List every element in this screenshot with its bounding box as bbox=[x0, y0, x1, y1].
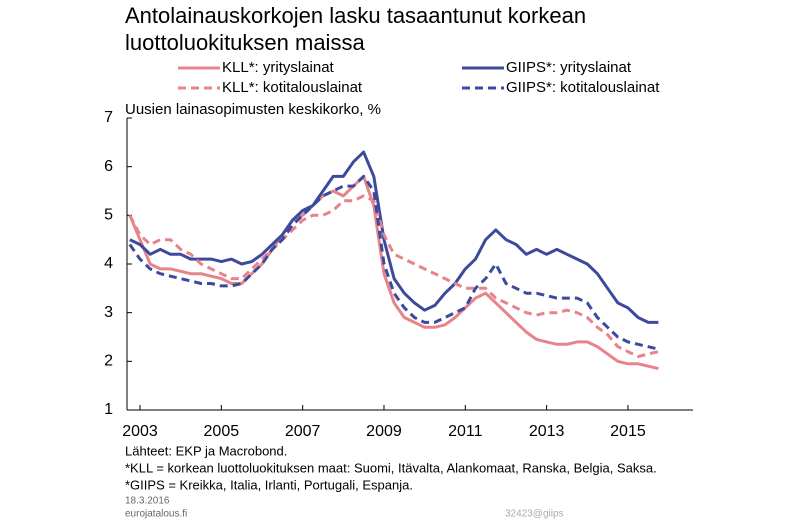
series-line bbox=[129, 150, 659, 324]
note: *KLL = korkean luottoluokituksen maat: S… bbox=[125, 460, 657, 475]
y-axis-label: Uusien lainasopimusten keskikorko, % bbox=[125, 101, 381, 118]
note: *GIIPS = Kreikka, Italia, Irlanti, Portu… bbox=[125, 477, 413, 492]
legend-label: GIIPS*: kotitalouslainat bbox=[506, 79, 660, 96]
x-tick-label: 2007 bbox=[285, 423, 321, 440]
y-tick-label: 3 bbox=[104, 304, 113, 321]
x-tick-label: 2015 bbox=[610, 423, 646, 440]
legend-label: KLL*: kotitalouslainat bbox=[222, 79, 363, 96]
x-tick-label: 2005 bbox=[204, 423, 240, 440]
site: eurojatalous.fi bbox=[125, 509, 187, 520]
date: 18.3.2016 bbox=[125, 496, 170, 507]
x-tick-label: 2013 bbox=[529, 423, 565, 440]
y-tick-label: 1 bbox=[104, 401, 113, 418]
y-tick-label: 4 bbox=[104, 255, 113, 272]
series-line bbox=[128, 174, 659, 351]
y-tick-label: 7 bbox=[104, 109, 113, 126]
x-tick-label: 2009 bbox=[366, 423, 402, 440]
x-tick-label: 2011 bbox=[448, 423, 483, 440]
chart-title: Antolainauskorkojen lasku tasaantunut ko… bbox=[125, 3, 586, 28]
series-line bbox=[128, 174, 659, 371]
legend-label: GIIPS*: yrityslainat bbox=[506, 59, 632, 76]
legend-label: KLL*: yrityslainat bbox=[222, 59, 335, 76]
code: 32423@giips bbox=[505, 509, 564, 520]
y-tick-label: 6 bbox=[104, 158, 113, 175]
y-tick-label: 5 bbox=[104, 207, 113, 224]
x-tick-label: 2003 bbox=[122, 423, 158, 440]
note: Lähteet: EKP ja Macrobond. bbox=[125, 443, 287, 458]
chart-title: luottoluokituksen maissa bbox=[125, 30, 365, 55]
y-tick-label: 2 bbox=[104, 353, 113, 370]
